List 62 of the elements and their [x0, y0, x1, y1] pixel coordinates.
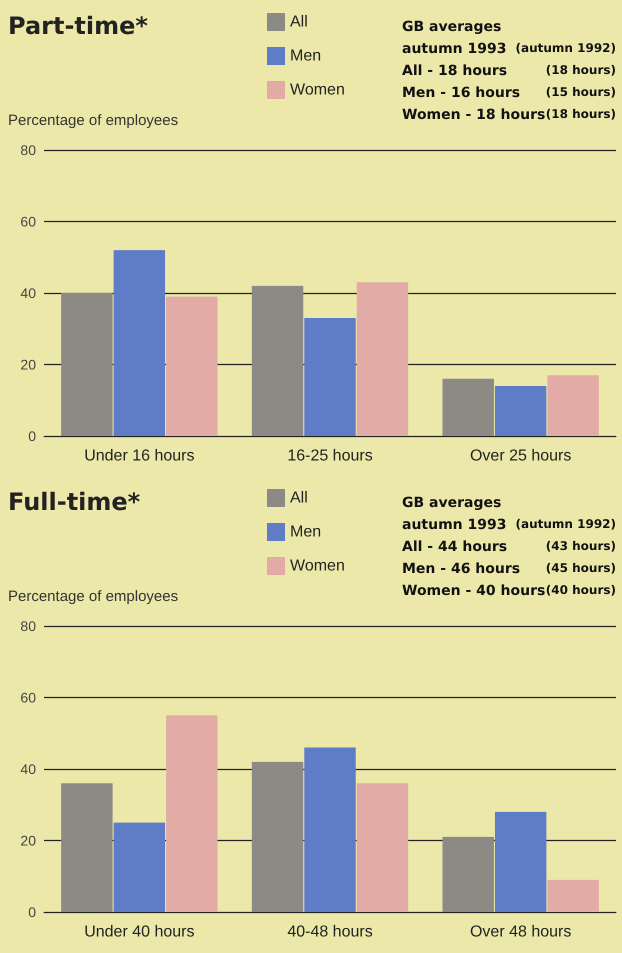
y-axis-title: Percentage of employees [8, 112, 178, 129]
legend-label: Women [290, 558, 345, 574]
bar [547, 375, 599, 436]
text: All - 44 hours [402, 539, 508, 555]
text: (autumn 1992) [515, 41, 616, 55]
bar [304, 748, 356, 912]
bar [304, 318, 356, 436]
bar [114, 250, 166, 436]
bar [494, 812, 546, 912]
x-tick-label: 16-25 hours [287, 448, 373, 464]
text: Women - 40 hours [402, 583, 546, 599]
x-tick-label: Under 40 hours [84, 924, 194, 940]
text: (18 hours) [546, 63, 616, 77]
y-tick-label: 80 [20, 618, 36, 634]
text: Men - 46 hours [402, 561, 520, 577]
x-tick-label: 40-48 hours [287, 924, 373, 940]
bar [114, 822, 166, 912]
text: (40 hours) [546, 583, 616, 597]
chart-title: Part-time* [8, 12, 148, 40]
bar [166, 715, 218, 912]
x-tick-label: Under 16 hours [84, 448, 194, 464]
text: GB averages [402, 495, 502, 511]
legend-label: All [290, 14, 308, 30]
text: Men - 16 hours [402, 85, 520, 101]
y-tick-label: 60 [20, 690, 36, 706]
bar [166, 296, 218, 436]
text: GB averages [402, 19, 502, 35]
y-tick-label: 0 [28, 428, 36, 444]
y-tick-label: 40 [20, 285, 36, 301]
y-tick-label: 80 [20, 142, 36, 158]
bar [442, 836, 494, 912]
legend-label: Men [290, 524, 322, 540]
text: autumn 1993 [402, 517, 506, 533]
legend-label: All [290, 490, 308, 506]
y-tick-label: 60 [20, 214, 36, 230]
text: Women - 18 hours [402, 107, 546, 123]
bar [252, 286, 304, 436]
x-tick-label: Over 25 hours [470, 448, 572, 464]
text: (autumn 1992) [515, 517, 616, 531]
legend-label: Women [290, 82, 345, 98]
y-tick-label: 0 [28, 904, 36, 920]
bar [61, 293, 113, 436]
text: All - 18 hours [402, 63, 508, 79]
bar [547, 880, 599, 912]
text: autumn 1993 [402, 41, 506, 57]
bar [252, 762, 304, 912]
text: (43 hours) [546, 539, 616, 553]
bar [442, 378, 494, 436]
y-tick-label: 20 [20, 356, 36, 372]
bar [356, 783, 408, 912]
legend-label: Men [290, 48, 322, 64]
x-tick-label: Over 48 hours [470, 924, 572, 940]
text: (45 hours) [546, 561, 616, 575]
bar [61, 783, 113, 912]
y-axis-title: Percentage of employees [8, 588, 178, 605]
bar [356, 282, 408, 436]
bar [494, 386, 546, 436]
y-tick-label: 40 [20, 761, 36, 777]
chart-title: Full-time* [8, 488, 141, 516]
text: (18 hours) [546, 107, 616, 121]
text: (15 hours) [546, 85, 616, 99]
y-tick-label: 20 [20, 832, 36, 848]
